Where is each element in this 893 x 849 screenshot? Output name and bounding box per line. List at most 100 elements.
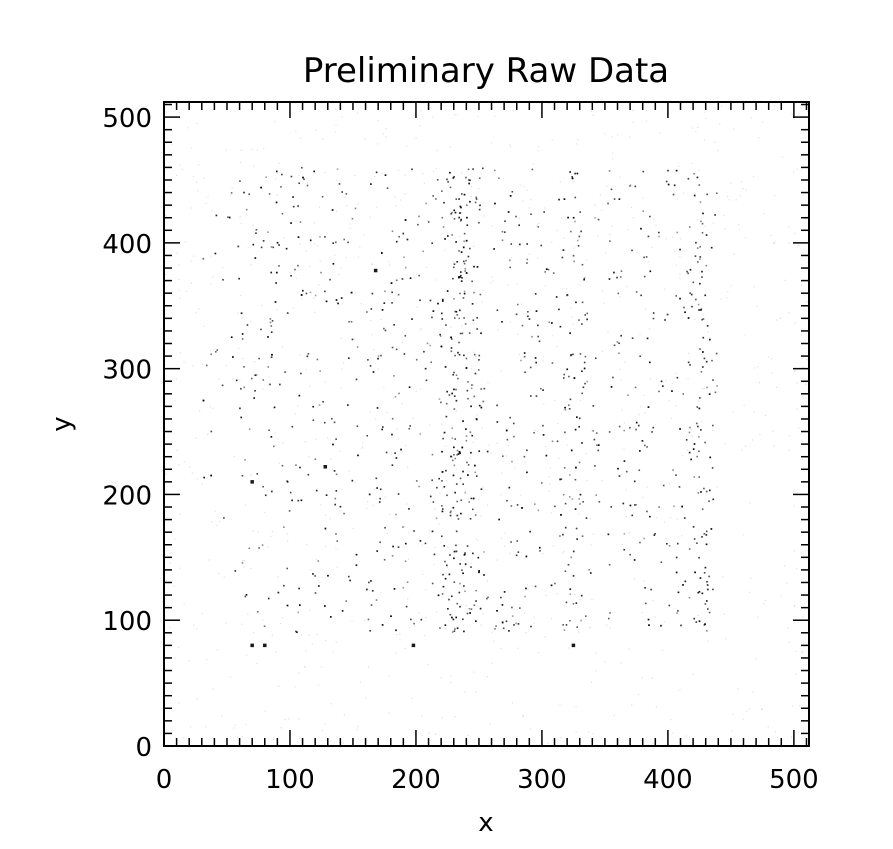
noise-point bbox=[538, 340, 541, 343]
noise-point bbox=[468, 332, 471, 334]
background-point bbox=[300, 634, 303, 636]
noise-point bbox=[706, 608, 709, 610]
noise-point bbox=[444, 560, 446, 563]
background-point bbox=[753, 286, 755, 288]
noise-point bbox=[578, 425, 580, 428]
noise-point bbox=[646, 510, 648, 513]
noise-point bbox=[459, 292, 461, 295]
noise-point bbox=[347, 241, 349, 244]
noise-point bbox=[478, 450, 481, 452]
background-point bbox=[675, 405, 677, 407]
noise-point bbox=[676, 231, 679, 234]
noise-point bbox=[629, 426, 631, 429]
noise-point bbox=[454, 438, 457, 440]
background-point bbox=[407, 558, 410, 560]
noise-point bbox=[563, 467, 566, 469]
noise-point bbox=[467, 397, 469, 400]
background-point bbox=[802, 366, 804, 369]
noise-point bbox=[409, 277, 412, 279]
background-point bbox=[517, 647, 519, 649]
noise-point bbox=[715, 192, 718, 195]
noise-point bbox=[290, 222, 292, 224]
noise-point bbox=[572, 353, 574, 356]
noise-point bbox=[451, 211, 453, 214]
noise-point bbox=[446, 494, 448, 497]
noise-point bbox=[542, 434, 545, 436]
background-point bbox=[632, 217, 634, 219]
background-point bbox=[380, 318, 382, 321]
noise-point bbox=[453, 453, 455, 456]
background-point bbox=[758, 136, 760, 139]
noise-point bbox=[347, 357, 350, 360]
background-point bbox=[517, 608, 519, 610]
noise-point bbox=[579, 211, 582, 213]
noise-point bbox=[210, 353, 213, 356]
background-point bbox=[438, 523, 440, 525]
noise-point bbox=[584, 615, 587, 617]
noise-point bbox=[697, 303, 700, 306]
noise-point bbox=[462, 618, 464, 621]
noise-point bbox=[276, 241, 279, 244]
noise-point bbox=[262, 485, 264, 488]
background-point bbox=[389, 513, 391, 516]
noise-point bbox=[562, 533, 564, 536]
noise-point bbox=[453, 175, 455, 178]
noise-point bbox=[243, 366, 245, 368]
noise-point bbox=[474, 471, 477, 474]
noise-point bbox=[269, 383, 271, 386]
noise-point bbox=[356, 425, 359, 427]
noise-point bbox=[692, 526, 695, 528]
noise-point bbox=[695, 621, 698, 623]
hot-pixel bbox=[323, 465, 327, 469]
noise-point bbox=[475, 589, 477, 592]
background-point bbox=[394, 196, 396, 198]
noise-point bbox=[652, 317, 655, 320]
noise-point bbox=[703, 357, 706, 360]
noise-point bbox=[460, 274, 462, 277]
background-point bbox=[447, 547, 449, 549]
background-point bbox=[212, 407, 214, 409]
noise-point bbox=[469, 179, 471, 182]
background-point bbox=[190, 260, 192, 262]
noise-point bbox=[367, 359, 369, 361]
noise-point bbox=[483, 551, 485, 553]
noise-point bbox=[446, 178, 448, 181]
noise-point bbox=[696, 176, 699, 179]
noise-point bbox=[594, 217, 596, 219]
noise-point bbox=[475, 196, 478, 199]
noise-point bbox=[331, 417, 333, 420]
noise-point bbox=[714, 391, 717, 394]
noise-point bbox=[450, 212, 453, 215]
noise-point bbox=[455, 530, 458, 533]
noise-point bbox=[466, 545, 469, 547]
background-point bbox=[196, 181, 198, 183]
noise-point bbox=[419, 433, 422, 435]
noise-point bbox=[700, 491, 702, 493]
noise-point bbox=[391, 346, 394, 349]
noise-point bbox=[555, 296, 558, 298]
background-point bbox=[671, 382, 673, 384]
noise-point bbox=[527, 310, 529, 313]
noise-point bbox=[450, 455, 453, 458]
background-point bbox=[198, 308, 200, 310]
noise-point bbox=[701, 318, 703, 321]
background-point bbox=[750, 117, 752, 119]
noise-point bbox=[404, 560, 407, 563]
noise-point bbox=[672, 193, 675, 196]
noise-point bbox=[202, 399, 205, 402]
noise-point bbox=[351, 479, 354, 482]
background-point bbox=[520, 184, 522, 186]
noise-point bbox=[450, 350, 453, 353]
noise-point bbox=[240, 387, 242, 390]
noise-point bbox=[711, 359, 713, 362]
noise-point bbox=[377, 355, 380, 357]
background-point bbox=[440, 677, 442, 679]
background-point bbox=[518, 217, 521, 220]
background-point bbox=[252, 631, 255, 634]
noise-point bbox=[570, 230, 572, 233]
noise-point bbox=[493, 248, 495, 250]
noise-point bbox=[300, 372, 302, 375]
noise-point bbox=[470, 405, 472, 408]
noise-point bbox=[479, 204, 481, 207]
noise-point bbox=[453, 581, 456, 583]
